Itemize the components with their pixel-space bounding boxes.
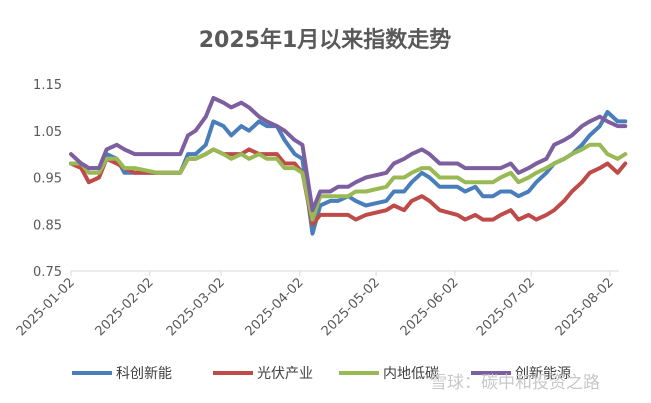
legend-label: 科创新能 xyxy=(116,366,172,382)
series-line-3 xyxy=(69,142,628,222)
x-axis: 2025-01-02 2025-02-02 2025-03-02 2025-04-02… xyxy=(14,271,617,339)
y-tick-label: 1.05 xyxy=(33,125,62,140)
x-tick-label: 2025-04-02 xyxy=(243,275,307,339)
x-tick-label: 2025-08-02 xyxy=(553,275,617,339)
x-tick-label: 2025-07-02 xyxy=(474,275,538,339)
y-tick-label: 0.85 xyxy=(33,218,62,233)
y-tick-label: 0.95 xyxy=(33,172,62,187)
legend: 科创新能 光伏产业 内地低碳 创新能源 xyxy=(72,366,571,382)
legend-label: 创新能源 xyxy=(515,366,571,382)
y-tick-label: 0.75 xyxy=(33,265,62,280)
x-tick-label: 2025-05-02 xyxy=(319,275,383,339)
x-tick-label: 2025-01-02 xyxy=(14,275,78,339)
y-tick-label: 1.15 xyxy=(33,78,62,93)
legend-label: 光伏产业 xyxy=(257,366,313,382)
watermark: 雪球：碳中和投资之路 xyxy=(430,373,600,393)
x-tick-label: 2025-06-02 xyxy=(398,275,462,339)
x-tick-label: 2025-03-02 xyxy=(164,275,228,339)
x-tick-label: 2025-02-02 xyxy=(93,275,157,339)
plot-area xyxy=(69,96,628,236)
legend-label: 内地低碳 xyxy=(383,366,439,382)
y-axis: 1.15 1.05 0.95 0.85 0.75 xyxy=(33,78,62,280)
series-line-4 xyxy=(69,96,628,213)
chart-title: 2025年1月以来指数走势 xyxy=(199,27,452,53)
